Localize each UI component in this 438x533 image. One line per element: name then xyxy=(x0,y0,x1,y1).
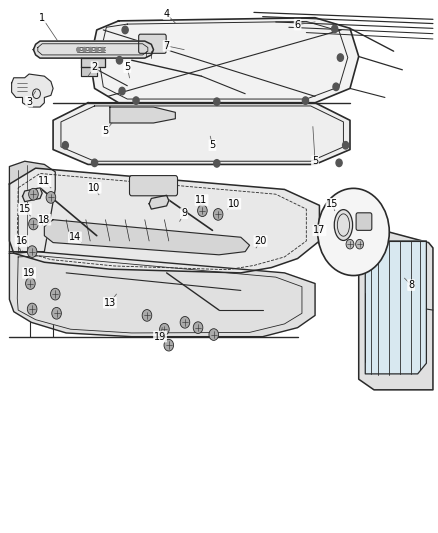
Text: 16: 16 xyxy=(15,236,28,246)
Polygon shape xyxy=(12,74,53,107)
Circle shape xyxy=(164,340,173,351)
Polygon shape xyxy=(149,195,169,209)
Text: 18: 18 xyxy=(38,215,50,225)
Circle shape xyxy=(213,208,223,220)
Polygon shape xyxy=(359,195,433,390)
Text: 19: 19 xyxy=(154,332,166,342)
Circle shape xyxy=(95,47,99,52)
Circle shape xyxy=(25,278,35,289)
Text: 7: 7 xyxy=(163,41,170,51)
Text: 20: 20 xyxy=(254,236,267,246)
Polygon shape xyxy=(10,161,55,252)
Circle shape xyxy=(337,54,343,61)
Polygon shape xyxy=(10,252,315,337)
Circle shape xyxy=(142,310,152,321)
Polygon shape xyxy=(22,188,42,201)
Text: 11: 11 xyxy=(195,195,208,205)
Text: 17: 17 xyxy=(313,225,325,236)
Circle shape xyxy=(101,47,105,52)
Text: 5: 5 xyxy=(124,62,131,72)
Circle shape xyxy=(92,159,98,166)
Text: 6: 6 xyxy=(294,20,300,30)
Circle shape xyxy=(27,303,37,315)
Circle shape xyxy=(89,47,92,52)
Polygon shape xyxy=(110,107,175,123)
Polygon shape xyxy=(90,18,359,103)
Circle shape xyxy=(117,56,123,64)
Circle shape xyxy=(28,218,38,230)
FancyBboxPatch shape xyxy=(139,34,166,53)
Text: 15: 15 xyxy=(18,204,31,214)
Text: 10: 10 xyxy=(88,183,101,193)
Circle shape xyxy=(209,329,219,341)
Polygon shape xyxy=(81,58,106,67)
Ellipse shape xyxy=(334,209,353,240)
FancyBboxPatch shape xyxy=(356,213,372,230)
Circle shape xyxy=(46,191,56,203)
Circle shape xyxy=(336,159,342,166)
Polygon shape xyxy=(33,41,153,58)
Polygon shape xyxy=(53,103,350,165)
Circle shape xyxy=(214,160,220,167)
Circle shape xyxy=(122,26,128,34)
Circle shape xyxy=(302,97,308,104)
Circle shape xyxy=(62,142,68,149)
Text: 5: 5 xyxy=(102,126,109,136)
Circle shape xyxy=(27,246,37,257)
Circle shape xyxy=(83,47,86,52)
Circle shape xyxy=(52,308,61,319)
Circle shape xyxy=(343,142,349,149)
Text: 4: 4 xyxy=(163,9,170,19)
Text: 19: 19 xyxy=(23,268,35,278)
Text: 3: 3 xyxy=(26,96,32,107)
Circle shape xyxy=(119,87,125,95)
Circle shape xyxy=(180,317,190,328)
Polygon shape xyxy=(365,236,426,374)
Text: 15: 15 xyxy=(326,199,339,209)
Circle shape xyxy=(159,324,169,335)
Polygon shape xyxy=(10,168,319,273)
Text: 5: 5 xyxy=(209,140,215,150)
Circle shape xyxy=(346,239,354,249)
Text: 8: 8 xyxy=(408,280,414,290)
Text: 5: 5 xyxy=(312,156,318,166)
Circle shape xyxy=(318,188,389,276)
Text: 11: 11 xyxy=(38,176,50,187)
Text: 14: 14 xyxy=(69,232,81,243)
Circle shape xyxy=(198,205,207,216)
Circle shape xyxy=(133,97,139,104)
Polygon shape xyxy=(44,220,250,255)
Text: 2: 2 xyxy=(92,62,98,72)
Circle shape xyxy=(77,47,80,52)
Text: 9: 9 xyxy=(181,208,187,219)
Circle shape xyxy=(333,83,339,91)
Text: 13: 13 xyxy=(104,297,116,308)
Circle shape xyxy=(193,322,203,334)
Circle shape xyxy=(214,98,220,106)
Circle shape xyxy=(50,288,60,300)
Circle shape xyxy=(332,25,338,33)
FancyBboxPatch shape xyxy=(130,175,177,196)
Circle shape xyxy=(356,239,364,249)
Text: 1: 1 xyxy=(39,13,45,23)
Text: 10: 10 xyxy=(228,199,240,209)
Circle shape xyxy=(28,188,38,200)
Polygon shape xyxy=(81,67,97,76)
